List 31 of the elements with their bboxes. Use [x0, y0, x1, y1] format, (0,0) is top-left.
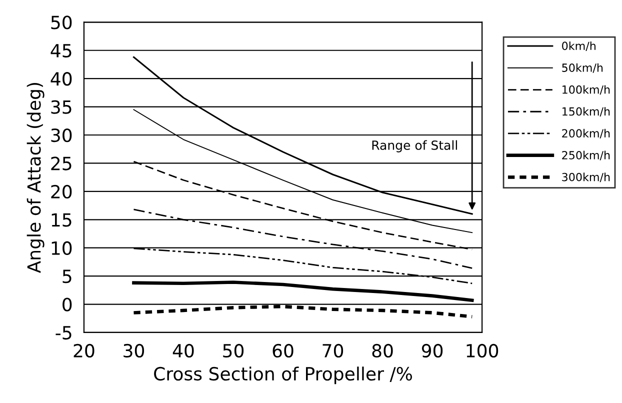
annotation: Range of Stall [372, 140, 457, 152]
y-axis-title: Angle of Attack (deg) [26, 82, 44, 274]
legend-label: 100km/h [562, 85, 610, 95]
y-tick-label: 45 [50, 44, 72, 58]
legend-label: 0km/h [562, 41, 596, 51]
y-tick-label: 50 [51, 16, 72, 30]
y-tick-label: -5 [56, 326, 72, 340]
x-tick-label: 70 [322, 344, 344, 358]
legend-label: 200km/h [562, 128, 610, 138]
y-tick-label: 30 [51, 128, 72, 142]
x-tick-label: 100 [466, 344, 498, 358]
y-tick-label: 25 [51, 156, 72, 170]
x-tick-label: 40 [172, 344, 194, 358]
x-axis-title: Cross Section of Propeller /% [154, 366, 412, 384]
y-tick-label: 20 [51, 184, 72, 199]
x-tick-label: 30 [124, 344, 144, 358]
x-tick-label: 60 [272, 344, 294, 358]
y-tick-label: 35 [51, 100, 72, 114]
x-tick-label: 80 [372, 344, 393, 358]
y-tick-label: 15 [52, 213, 72, 227]
y-tick-label: 0 [62, 298, 72, 312]
legend-label: 300km/h [562, 172, 610, 182]
x-tick-label: 90 [422, 344, 443, 358]
x-tick-label: 50 [223, 344, 244, 358]
y-tick-label: 10 [52, 241, 72, 255]
legend-label: 50km/h [562, 63, 603, 73]
legend-label: 150km/h [562, 107, 610, 117]
y-tick-label: 5 [62, 270, 72, 284]
legend-label: 250km/h [562, 150, 610, 160]
x-tick-label: 20 [74, 344, 94, 358]
y-tick-label: 40 [50, 72, 72, 86]
